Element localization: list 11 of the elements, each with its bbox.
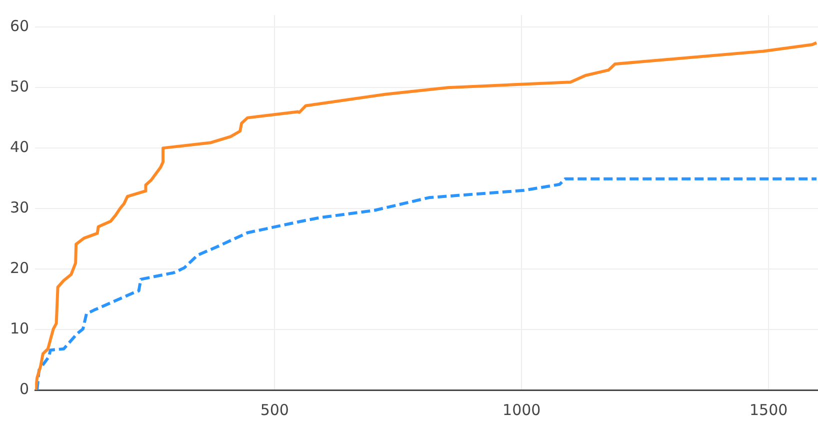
x-tick-label: 1500 <box>750 400 788 419</box>
x-tick-label: 500 <box>260 400 289 419</box>
y-tick-label: 30 <box>10 198 30 216</box>
x-tick-label: 1000 <box>502 400 541 419</box>
y-tick-label: 20 <box>10 258 30 277</box>
y-tick-label: 50 <box>10 77 30 96</box>
line-series <box>36 177 818 390</box>
y-tick-label: 0 <box>20 380 30 398</box>
y-tick-label: 10 <box>10 319 30 338</box>
y-tick-label: 60 <box>10 16 30 35</box>
y-tick-label: 40 <box>10 138 30 156</box>
